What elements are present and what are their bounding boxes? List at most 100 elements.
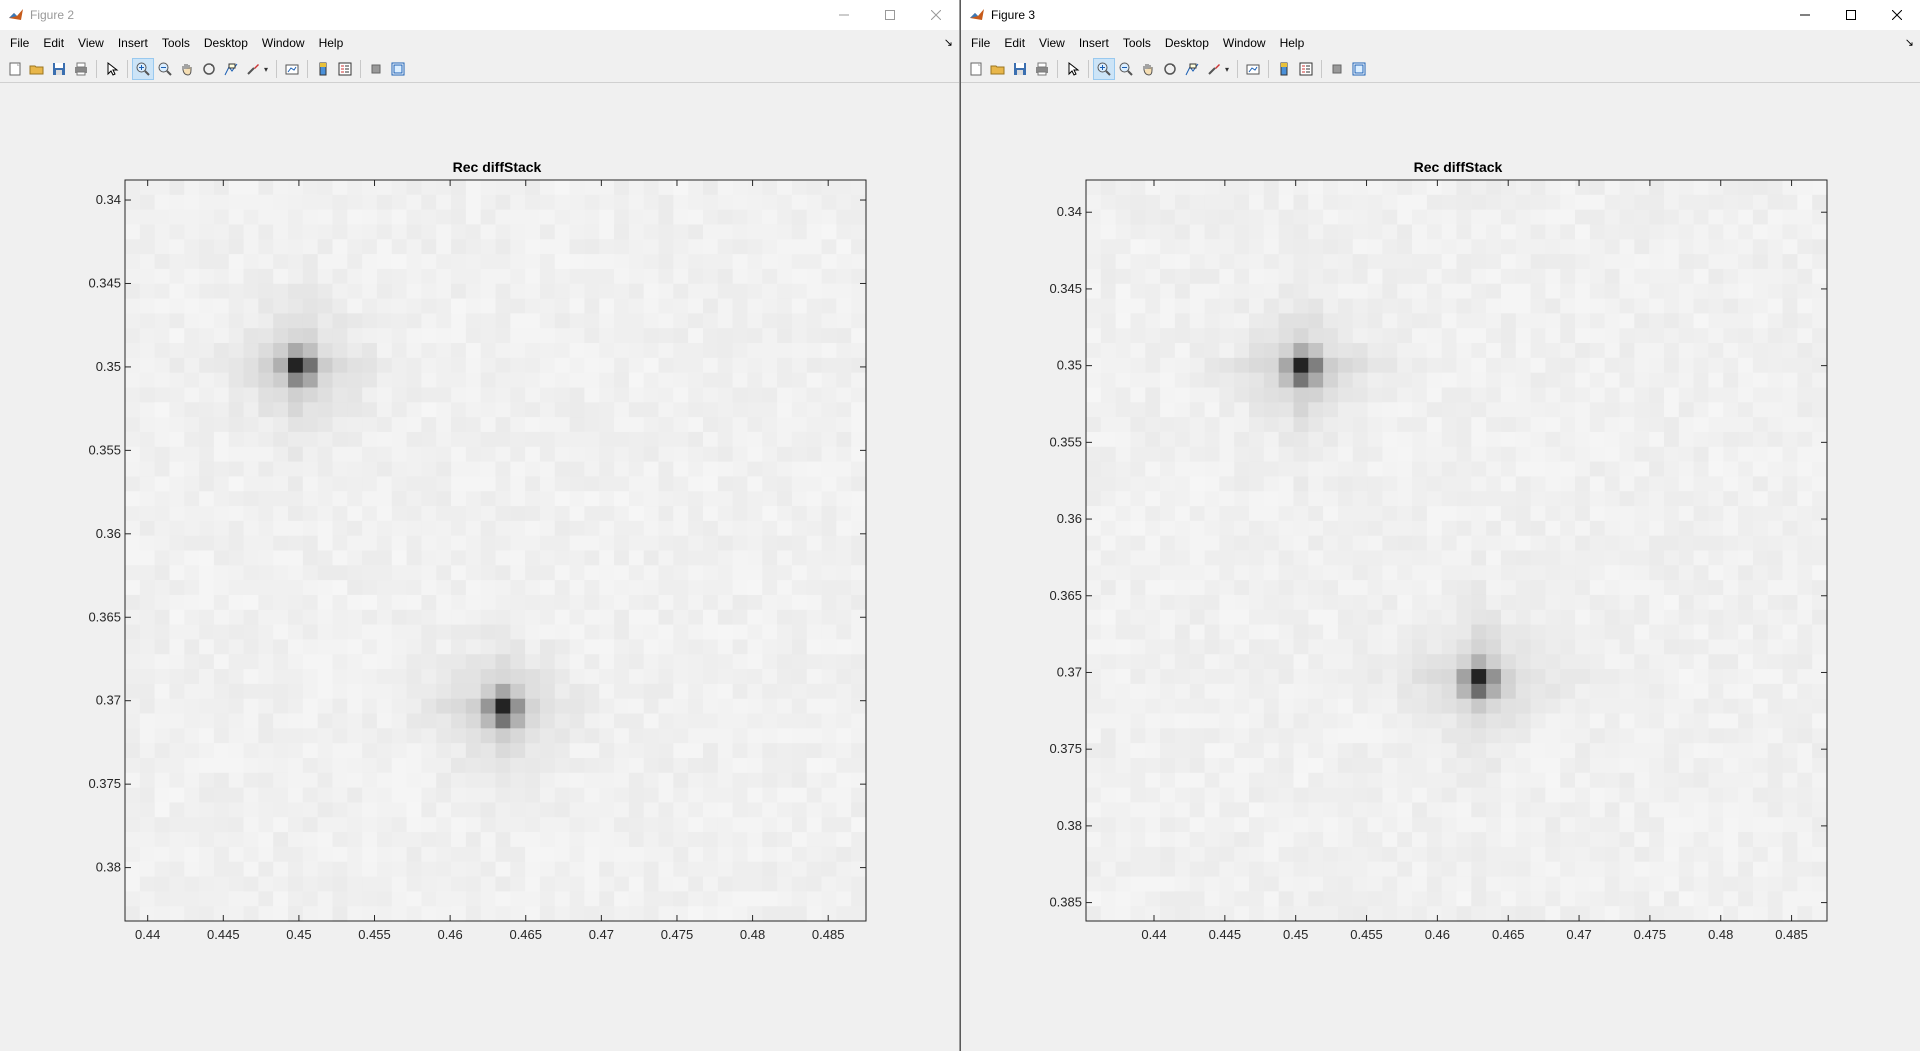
menu-tools[interactable]: Tools — [161, 36, 190, 50]
heatmap-cell — [1145, 609, 1161, 626]
legend-button[interactable] — [1295, 58, 1317, 80]
menu-desktop[interactable]: Desktop — [1164, 36, 1209, 50]
heatmap-cell — [421, 565, 437, 581]
heatmap-cell — [1323, 298, 1339, 314]
heatmap-cell — [421, 757, 437, 774]
pan-hand-button[interactable] — [176, 58, 198, 80]
rotate-3d-button[interactable] — [1159, 58, 1181, 80]
zoom-out-button[interactable] — [154, 58, 176, 80]
menu-edit[interactable]: Edit — [1004, 36, 1026, 50]
heatmap-cell — [480, 861, 497, 878]
heatmap-cell — [495, 194, 511, 211]
close-button[interactable] — [913, 0, 959, 30]
dock-arrow-icon[interactable]: ↘ — [1904, 37, 1914, 49]
menu-edit[interactable]: Edit — [43, 36, 65, 50]
heatmap-cell — [184, 565, 200, 581]
heatmap-cell — [658, 476, 674, 492]
menu-insert[interactable]: Insert — [117, 36, 148, 50]
menu-help[interactable]: Help — [318, 36, 344, 50]
heatmap-cell — [510, 728, 526, 744]
menu-insert[interactable]: Insert — [1078, 36, 1109, 50]
zoom-out-button[interactable] — [1115, 58, 1137, 80]
hide-tools-button[interactable] — [1326, 58, 1348, 80]
heatmap-cell — [851, 609, 867, 626]
open-file-button[interactable] — [987, 58, 1009, 80]
menu-help[interactable]: Help — [1279, 36, 1305, 50]
print-button[interactable] — [70, 58, 92, 80]
heatmap-cell — [1100, 669, 1117, 685]
brush-dropdown-arrow-icon[interactable]: ▾ — [264, 64, 269, 74]
heatmap-cell — [1723, 639, 1739, 655]
heatmap-cell — [821, 639, 837, 655]
menu-view[interactable]: View — [78, 36, 104, 50]
heatmap-cell — [1367, 565, 1383, 581]
dock-arrow-icon[interactable]: ↘ — [943, 37, 953, 49]
menu-tools[interactable]: Tools — [1122, 36, 1151, 50]
heatmap-cell — [376, 520, 393, 537]
pointer-button[interactable] — [1062, 58, 1084, 80]
close-button[interactable] — [1874, 0, 1920, 30]
heatmap-cell — [1752, 328, 1769, 344]
heatmap-cell — [273, 431, 289, 448]
save-button[interactable] — [1009, 58, 1031, 80]
menu-file[interactable]: File — [10, 36, 30, 50]
zoom-in-button[interactable] — [1093, 58, 1115, 80]
print-button[interactable] — [1031, 58, 1053, 80]
pointer-button[interactable] — [101, 58, 123, 80]
heatmap-cell — [347, 876, 363, 892]
menu-window[interactable]: Window — [261, 36, 305, 50]
heatmap-cell — [317, 639, 334, 655]
heatmap-cell — [391, 817, 408, 833]
heatmap-cell — [851, 594, 867, 611]
title-bar[interactable]: Figure 2 — [0, 0, 959, 30]
new-figure-button[interactable] — [4, 58, 26, 80]
menu-window[interactable]: Window — [1222, 36, 1266, 50]
show-tools-button[interactable] — [387, 58, 409, 80]
maximize-button[interactable] — [1828, 0, 1874, 30]
heatmap-cell — [1308, 417, 1324, 433]
heatmap-cell — [584, 239, 600, 255]
new-figure-button[interactable] — [965, 58, 987, 80]
heatmap-cell — [495, 224, 511, 240]
heatmap-cell — [332, 728, 348, 744]
brush-button[interactable] — [1203, 58, 1225, 80]
heatmap-cell — [658, 832, 674, 848]
menu-view[interactable]: View — [1039, 36, 1065, 50]
hide-tools-button[interactable] — [365, 58, 387, 80]
heatmap-cell — [406, 298, 422, 314]
close-icon — [931, 10, 941, 20]
data-cursor-button[interactable] — [220, 58, 242, 80]
heatmap-cell — [599, 313, 615, 329]
minimize-button[interactable] — [821, 0, 867, 30]
heatmap-cell — [213, 283, 230, 300]
rotate-3d-button[interactable] — [198, 58, 220, 80]
heatmap-cell — [1337, 372, 1354, 389]
heatmap-cell — [791, 787, 808, 804]
brush-dropdown-arrow-icon[interactable]: ▾ — [1225, 64, 1230, 74]
heatmap-cell — [777, 594, 793, 611]
heatmap-cell — [1278, 594, 1295, 611]
save-button[interactable] — [48, 58, 70, 80]
maximize-button[interactable] — [867, 0, 913, 30]
link-plot-button[interactable] — [1242, 58, 1264, 80]
heatmap-cell — [821, 461, 837, 477]
open-file-button[interactable] — [26, 58, 48, 80]
title-bar[interactable]: Figure 3 — [961, 0, 1920, 30]
data-cursor-button[interactable] — [1181, 58, 1203, 80]
zoom-in-button[interactable] — [132, 58, 154, 80]
heatmap-cell — [1234, 224, 1250, 240]
heatmap-cell — [1086, 654, 1102, 670]
menu-file[interactable]: File — [971, 36, 991, 50]
link-plot-button[interactable] — [281, 58, 303, 80]
show-tools-button[interactable] — [1348, 58, 1370, 80]
heatmap-cell — [1367, 417, 1383, 433]
menu-desktop[interactable]: Desktop — [203, 36, 248, 50]
colorbar-button[interactable] — [1273, 58, 1295, 80]
legend-button[interactable] — [334, 58, 356, 80]
heatmap-cell — [1115, 506, 1132, 522]
pan-hand-button[interactable] — [1137, 58, 1159, 80]
colorbar-button[interactable] — [312, 58, 334, 80]
heatmap-cell — [1234, 431, 1250, 448]
minimize-button[interactable] — [1782, 0, 1828, 30]
brush-button[interactable] — [242, 58, 264, 80]
